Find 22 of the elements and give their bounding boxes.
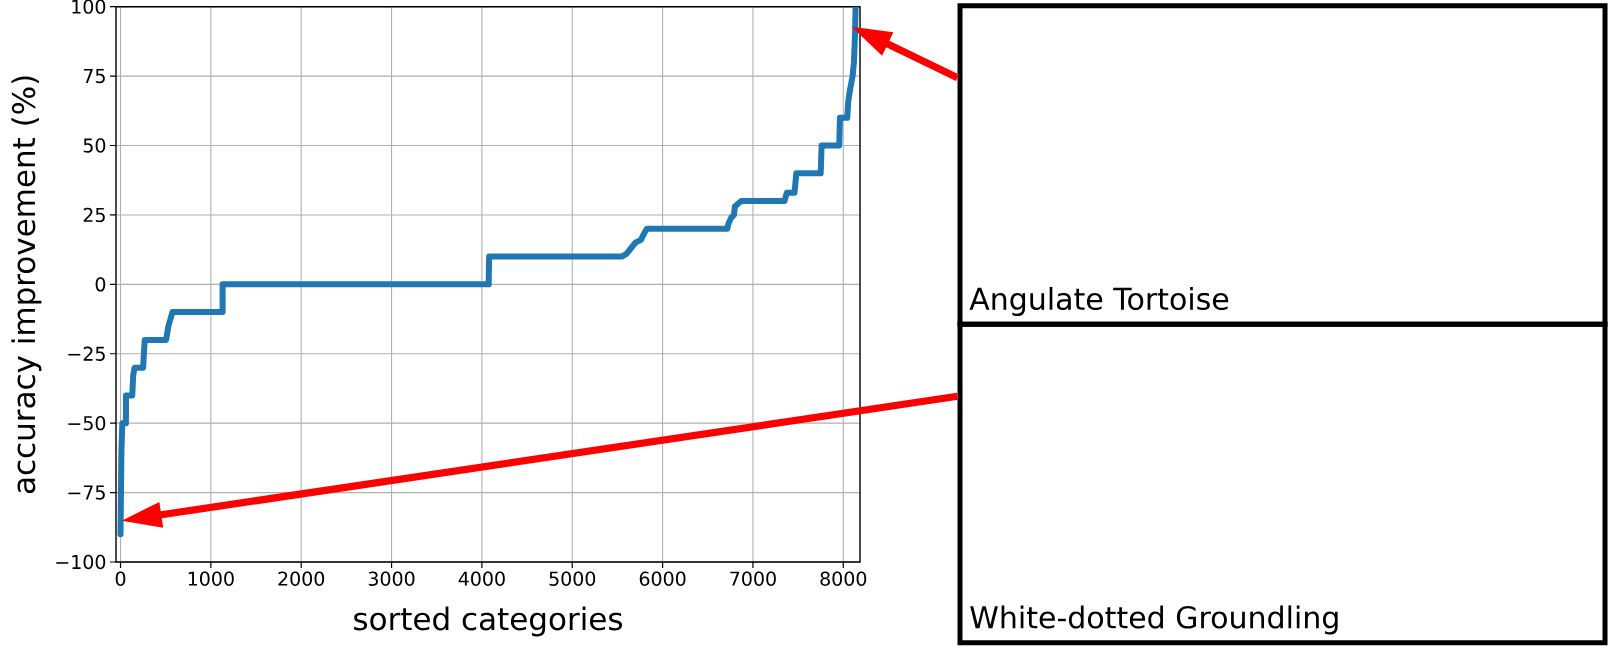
x-tick-label: 5000	[549, 571, 596, 586]
x-tick-label: 3000	[368, 571, 415, 586]
y-tick-label: −25	[68, 346, 105, 361]
y-tick-label: −75	[68, 485, 105, 500]
y-tick-label: 100	[72, 0, 106, 14]
y-axis-title: accuracy improvement (%)	[11, 76, 42, 494]
x-tick-label: 4000	[458, 571, 505, 586]
y-tick-label: 25	[83, 207, 105, 223]
x-axis-title: sorted categories	[354, 606, 623, 637]
text: White-dotted Groundling	[970, 605, 1338, 635]
y-tick-label: −50	[68, 415, 106, 431]
y-tick-label: −100	[56, 554, 106, 570]
x-tick-label: 2000	[278, 571, 325, 586]
y-tick-label: 50	[83, 138, 106, 153]
x-tick-label: 6000	[639, 571, 686, 586]
x-tick-label: 1000	[188, 571, 234, 586]
x-tick-label: 0	[115, 571, 126, 586]
x-tick-label: 8000	[820, 571, 867, 586]
text: Angulate Tortoise	[969, 286, 1229, 316]
x-tick-label: 7000	[730, 571, 776, 586]
y-tick-label: 75	[83, 69, 105, 84]
y-tick-label: 0	[95, 277, 106, 292]
